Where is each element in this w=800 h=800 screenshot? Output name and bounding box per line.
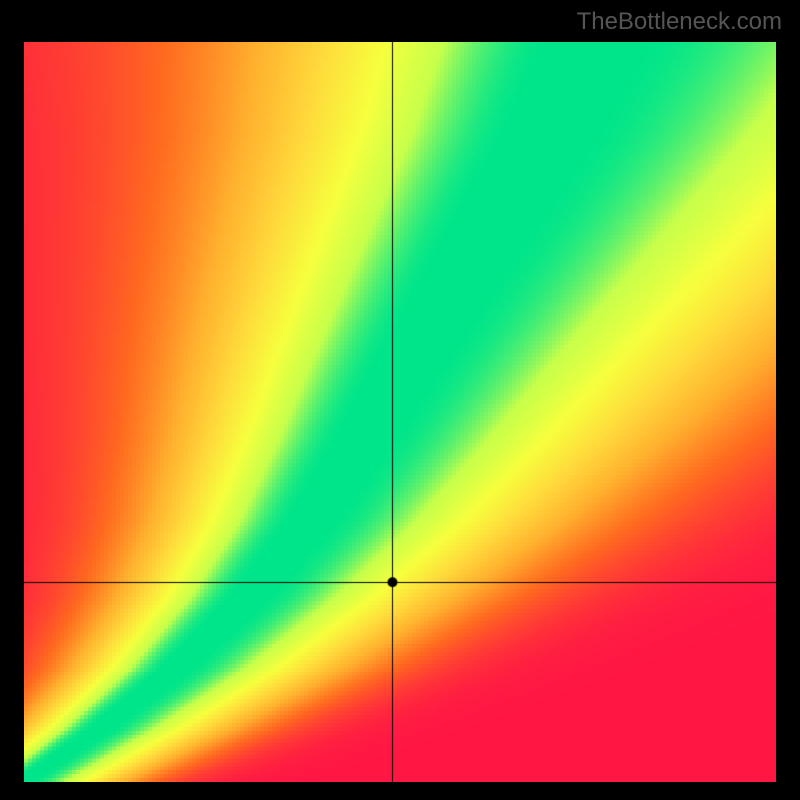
chart-container: { "watermark": { "text": "TheBottleneck.… [0,0,800,800]
watermark-text: TheBottleneck.com [577,8,782,36]
crosshair-overlay [24,42,776,782]
